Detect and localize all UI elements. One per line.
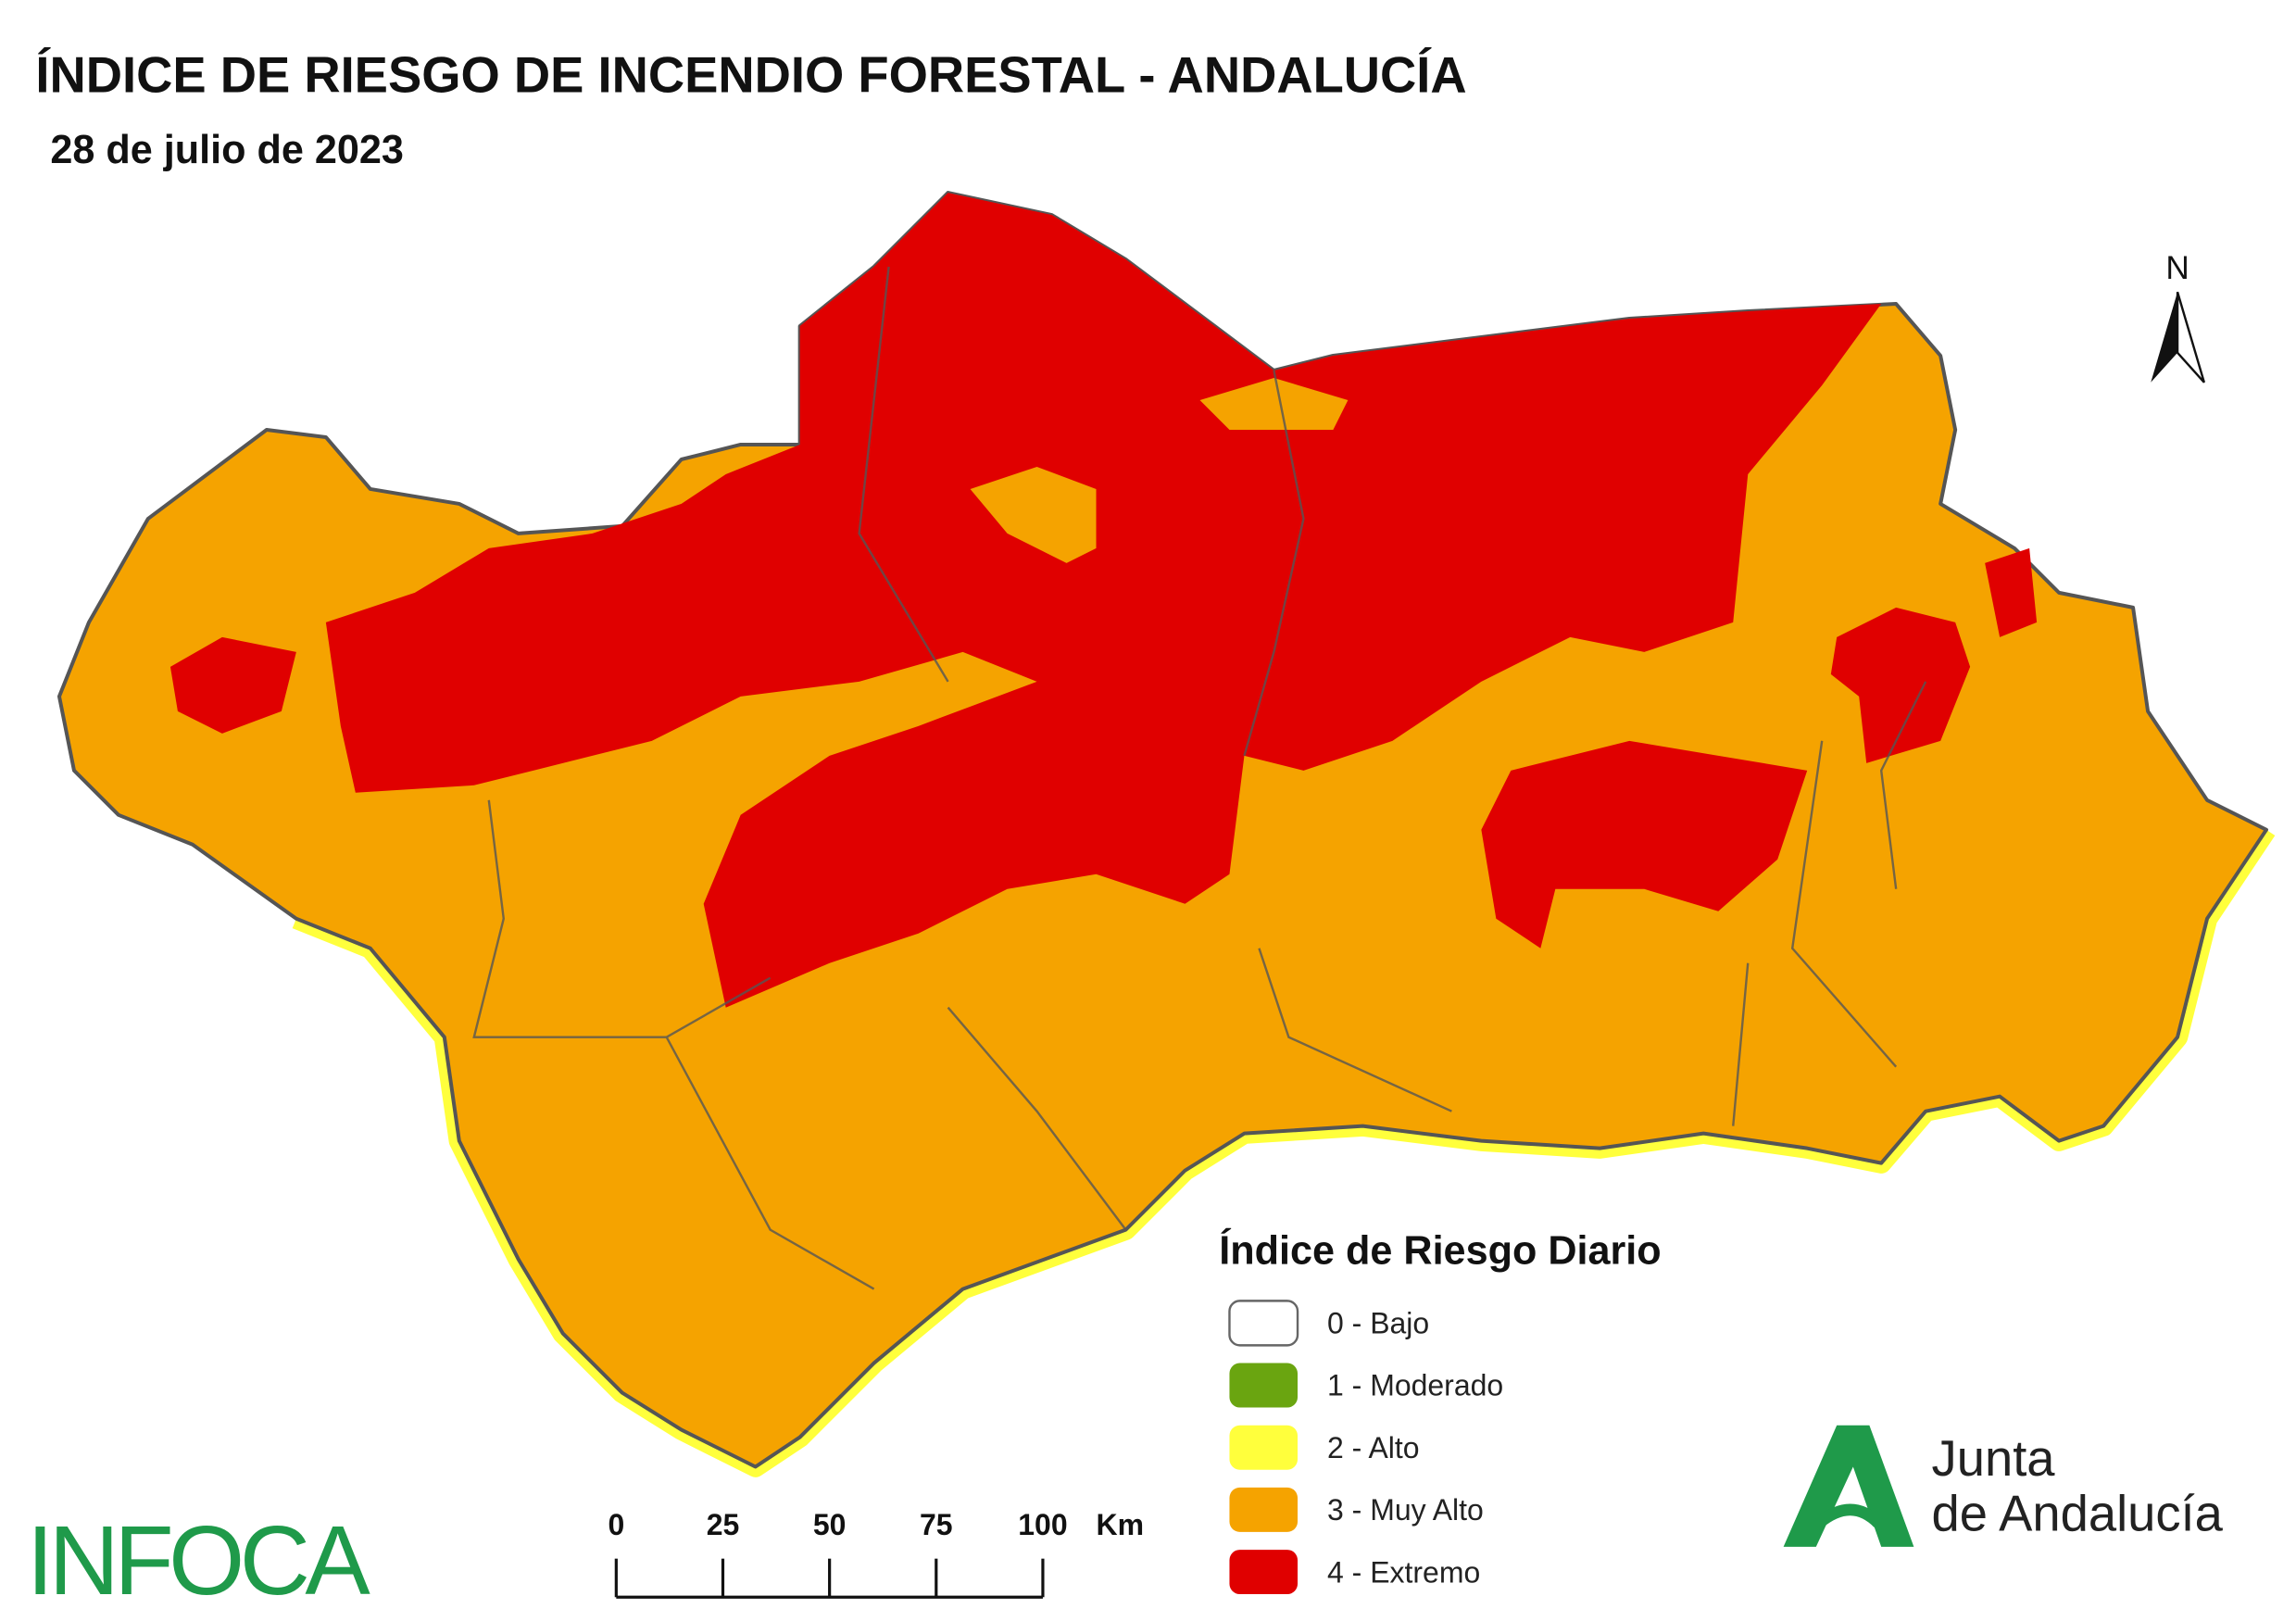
- scale-bar: Km 0 25 50 75 100: [608, 1508, 1145, 1599]
- boundaries: [472, 266, 1927, 1290]
- map: [56, 191, 2276, 1477]
- legend-swatch: [1229, 1363, 1299, 1408]
- infoca-logo: INFOCA: [27, 1506, 371, 1615]
- scale-unit: Km: [1097, 1508, 1145, 1541]
- scale-tick-label: 0: [608, 1508, 624, 1541]
- legend-label: 0 - Bajo: [1327, 1307, 1429, 1340]
- extreme-zone: [1830, 607, 1971, 763]
- junta-logo: Junta de Andalucía: [1783, 1425, 2224, 1547]
- very-high-zone: [970, 466, 1097, 563]
- junta-line-2: de Andalucía: [1932, 1485, 2224, 1541]
- junta-logo-mark: [1783, 1425, 1914, 1547]
- scale-tick-label: 50: [813, 1508, 847, 1541]
- legend-swatch: [1229, 1550, 1299, 1595]
- legend-title: Índice de Riesgo Diario: [1219, 1228, 1661, 1273]
- scale-tick-label: 25: [707, 1508, 740, 1541]
- extreme-zone: [1985, 547, 2038, 637]
- legend: Índice de Riesgo Diario 0 - Bajo 1 - Mode…: [1219, 1228, 1662, 1595]
- scale-tick-label: 75: [920, 1508, 953, 1541]
- title: ÍNDICE DE RIESGO DE INCENDIO FORESTAL - …: [35, 46, 1466, 103]
- legend-swatch: [1229, 1425, 1299, 1470]
- legend-swatch: [1229, 1487, 1299, 1532]
- extreme-zone: [1481, 740, 1808, 949]
- extreme-zone: [325, 193, 1882, 1008]
- legend-label: 2 - Alto: [1327, 1431, 1420, 1464]
- legend-label: 4 - Extremo: [1327, 1555, 1480, 1589]
- junta-logo-arc: [1814, 1503, 1883, 1528]
- very-high-zones: [970, 377, 1349, 563]
- north-arrow-right: [2176, 291, 2205, 383]
- junta-line-1: Junta: [1932, 1430, 2056, 1487]
- legend-swatch: [1228, 1300, 1299, 1347]
- scale-tick-label: 100: [1018, 1508, 1067, 1541]
- north-label: N: [2165, 250, 2189, 286]
- legend-label: 3 - Muy Alto: [1327, 1493, 1484, 1527]
- subtitle: 28 de julio de 2023: [50, 128, 404, 172]
- legend-label: 1 - Moderado: [1327, 1369, 1503, 1402]
- extreme-zones: [169, 193, 2038, 1008]
- very-high-zone: [1199, 377, 1349, 430]
- extreme-zone: [169, 636, 296, 734]
